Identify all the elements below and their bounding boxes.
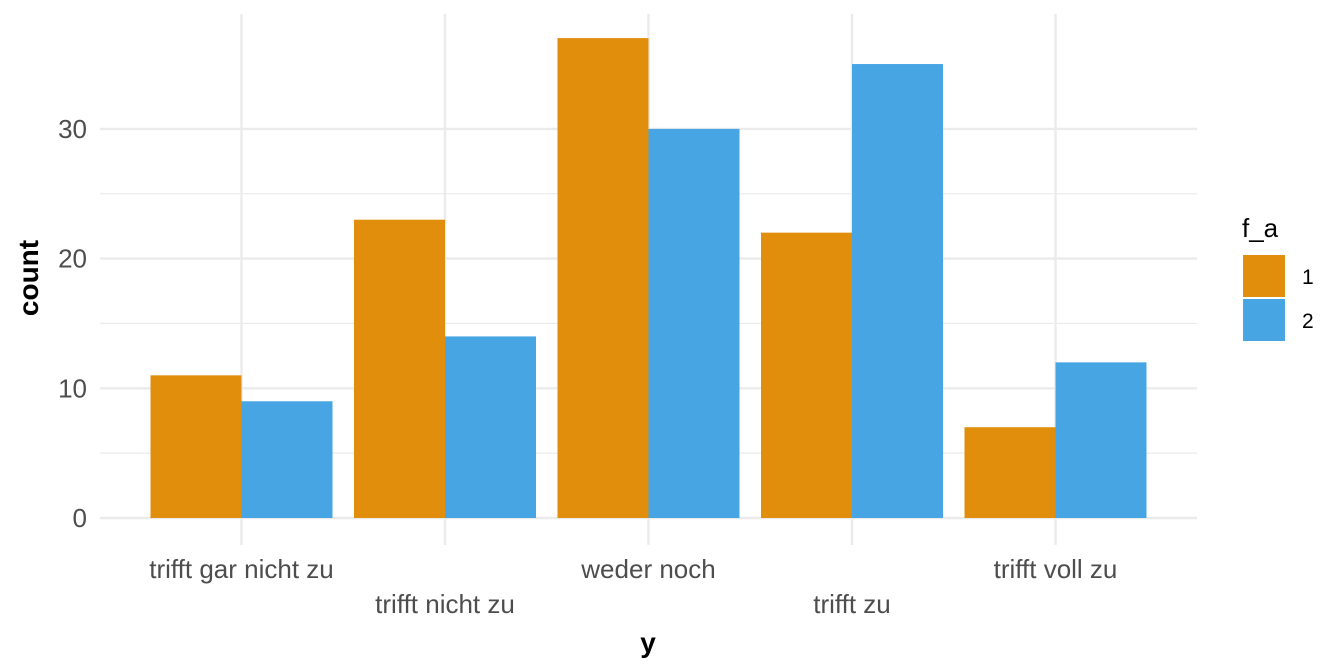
y-tick-label: 10 — [58, 373, 87, 403]
legend-title: f_a — [1242, 213, 1279, 243]
bar — [964, 427, 1056, 518]
x-tick-label: trifft nicht zu — [375, 589, 515, 619]
x-axis-title: y — [640, 627, 656, 658]
y-tick-labels: 0 10 20 30 — [58, 114, 87, 533]
x-tick-label: trifft zu — [813, 589, 891, 619]
bar — [761, 232, 852, 518]
bar — [1055, 362, 1147, 518]
legend-label: 2 — [1302, 310, 1314, 333]
bar — [557, 38, 649, 519]
bar — [648, 128, 740, 518]
legend: f_a 12 — [1242, 213, 1314, 341]
legend-items: 12 — [1243, 255, 1314, 341]
bar-layer — [150, 38, 1147, 519]
bar — [150, 375, 242, 518]
y-tick-label: 0 — [73, 503, 87, 533]
x-tick-label: trifft voll zu — [994, 554, 1118, 584]
x-tick-label: weder noch — [580, 554, 715, 584]
y-axis-title: count — [13, 240, 44, 316]
bar — [241, 401, 333, 518]
y-tick-label: 30 — [58, 114, 87, 144]
x-tick-labels: trifft gar nicht zu trifft nicht zu weder … — [149, 554, 1117, 619]
y-tick-label: 20 — [58, 244, 87, 274]
legend-swatch — [1243, 299, 1285, 341]
legend-label: 1 — [1302, 266, 1314, 289]
legend-swatch — [1243, 255, 1285, 297]
bar — [354, 219, 445, 518]
bar — [445, 336, 536, 518]
bar — [852, 64, 943, 519]
x-tick-label: trifft gar nicht zu — [149, 554, 334, 584]
